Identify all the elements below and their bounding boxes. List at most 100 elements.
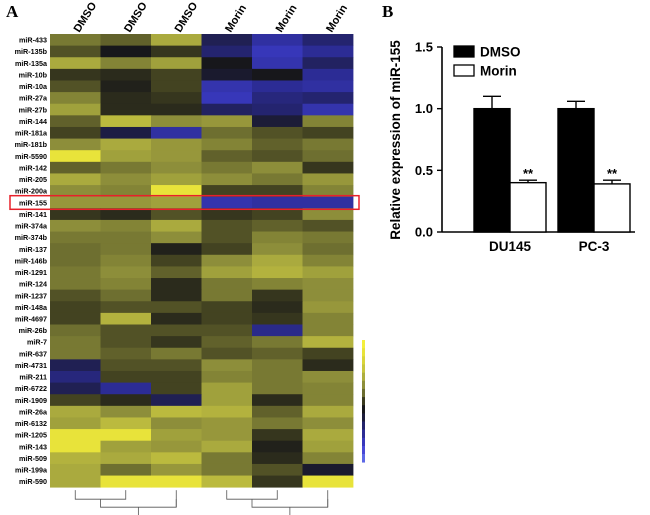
column-label-morin: Morin <box>324 3 350 35</box>
heatmap-cell <box>151 68 202 81</box>
row-label: miR-1237 <box>15 291 47 300</box>
heatmap-cell <box>100 463 152 476</box>
heatmap-cell <box>50 336 101 349</box>
heatmap-cell <box>151 80 202 93</box>
heatmap-cell <box>100 452 152 465</box>
significance-label: ** <box>607 166 618 181</box>
heatmap-cell <box>201 417 253 430</box>
heatmap-cell <box>50 243 101 256</box>
heatmap-cell <box>252 370 303 383</box>
heatmap-cell <box>201 278 253 291</box>
heatmap-cell <box>302 219 354 232</box>
heatmap-cell <box>100 382 152 395</box>
heatmap-cell <box>201 219 253 232</box>
heatmap-cell <box>302 80 354 93</box>
heatmap-cell <box>252 208 303 221</box>
row-label: miR-144 <box>19 117 47 126</box>
heatmap-cell <box>50 196 101 209</box>
row-label: miR-148a <box>15 303 48 312</box>
heatmap-cell <box>50 126 101 139</box>
heatmap-cell <box>252 45 303 58</box>
heatmap-cell <box>252 34 303 47</box>
heatmap-cell <box>100 126 152 139</box>
heatmap-cell <box>100 231 152 244</box>
heatmap-cell <box>302 278 354 291</box>
heatmap-cell <box>100 138 152 151</box>
heatmap-cell <box>100 68 152 81</box>
row-label: miR-1205 <box>15 431 47 440</box>
legend-label-morin: Morin <box>480 64 517 79</box>
color-scale-swatch <box>362 348 365 357</box>
heatmap-cell <box>302 185 354 198</box>
heatmap-cell <box>100 370 152 383</box>
row-label: miR-7 <box>27 338 47 347</box>
heatmap-cell <box>50 45 101 58</box>
dendrogram-link <box>226 490 278 500</box>
heatmap-cell <box>100 34 152 47</box>
color-scale-swatch <box>362 405 365 414</box>
legend-swatch-dmso <box>453 45 475 58</box>
dendrogram-link <box>137 507 291 515</box>
heatmap-cell <box>100 254 152 267</box>
heatmap-cell <box>201 80 253 93</box>
color-scale-swatch <box>362 413 365 422</box>
heatmap-cell <box>50 150 101 163</box>
column-label-dmso: DMSO <box>122 0 150 35</box>
heatmap-cell <box>151 359 202 372</box>
heatmap-cell <box>302 45 354 58</box>
row-label: miR-6132 <box>15 419 47 428</box>
column-label-dmso: DMSO <box>173 0 201 35</box>
row-label: miR-142 <box>19 163 47 172</box>
heatmap-cell <box>201 463 253 476</box>
heatmap-cell <box>151 429 202 442</box>
heatmap-cell <box>151 196 202 209</box>
heatmap-cell <box>302 440 354 453</box>
heatmap-cell <box>151 34 202 47</box>
heatmap-cell <box>252 231 303 244</box>
heatmap-cell <box>50 440 101 453</box>
heatmap-cell <box>302 452 354 465</box>
heatmap-cell <box>302 336 354 349</box>
heatmap-cell <box>50 417 101 430</box>
heatmap-cell <box>302 417 354 430</box>
heatmap-cell <box>151 92 202 105</box>
color-scale-swatch <box>362 372 365 382</box>
heatmap-cell <box>302 405 354 418</box>
heatmap-cell <box>100 196 152 209</box>
heatmap-cell <box>302 57 354 70</box>
heatmap-cell <box>100 289 152 302</box>
heatmap-cell <box>50 219 101 232</box>
heatmap-cell <box>252 359 303 372</box>
heatmap-cell <box>201 301 253 314</box>
heatmap-cell <box>50 254 101 267</box>
heatmap-cell <box>50 382 101 395</box>
heatmap-cell <box>302 115 354 128</box>
heatmap-cell <box>151 405 202 418</box>
heatmap-cell <box>50 161 101 174</box>
heatmap-cell <box>302 126 354 139</box>
heatmap-cell <box>201 68 253 81</box>
heatmap-cell <box>252 243 303 256</box>
row-label: miR-637 <box>19 349 47 358</box>
heatmap-cell <box>201 324 253 337</box>
heatmap-cell <box>50 301 101 314</box>
heatmap-cell <box>50 312 101 325</box>
heatmap-cell <box>252 440 303 453</box>
heatmap-cell <box>302 243 354 256</box>
heatmap-cell <box>252 266 303 279</box>
row-label: miR-1291 <box>15 268 47 277</box>
heatmap-cell <box>151 138 202 151</box>
heatmap-cell <box>151 254 202 267</box>
heatmap-cell <box>252 405 303 418</box>
heatmap-cell <box>151 173 202 186</box>
heatmap-cell <box>252 161 303 174</box>
row-label: miR-205 <box>19 175 47 184</box>
significance-label: ** <box>523 166 534 181</box>
heatmap-cell <box>302 92 354 105</box>
row-label: miR-1909 <box>15 396 47 405</box>
heatmap-cell <box>201 405 253 418</box>
heatmap-cell <box>201 185 253 198</box>
heatmap-cell <box>50 115 101 128</box>
heatmap-cell <box>302 161 354 174</box>
y-axis-label: Relative expression of miR-155 <box>388 40 403 240</box>
